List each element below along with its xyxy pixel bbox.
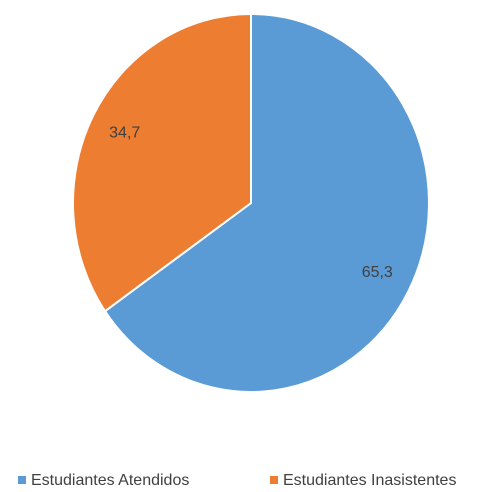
legend-label: Estudiantes Inasistentes: [283, 472, 456, 489]
legend-swatch: [18, 476, 26, 484]
data-label: 65,3: [362, 264, 393, 281]
pie-slice: [103, 12, 430, 393]
legend-label: Estudiantes Atendidos: [31, 472, 189, 489]
pie-slice: [72, 12, 252, 313]
data-label: 34,7: [109, 124, 140, 141]
legend-swatch: [270, 476, 278, 484]
